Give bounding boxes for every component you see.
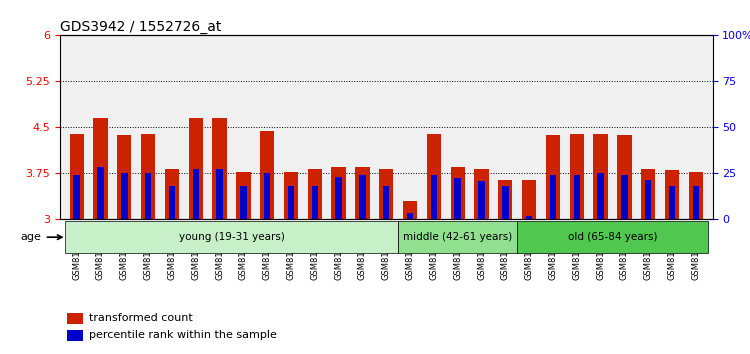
Bar (669, 186, 675, 219)
Bar (67, 330, 82, 341)
Bar (193, 169, 199, 219)
Bar (550, 175, 556, 219)
Bar (332, 167, 346, 219)
Bar (308, 169, 322, 219)
Bar (284, 172, 298, 219)
Bar (145, 173, 152, 219)
Text: young (19-31 years): young (19-31 years) (178, 232, 284, 242)
Bar (664, 170, 680, 219)
Bar (621, 175, 628, 219)
Bar (546, 135, 560, 219)
Bar (403, 201, 417, 219)
Text: GDS3942 / 1552726_at: GDS3942 / 1552726_at (60, 21, 221, 34)
Bar (216, 169, 223, 219)
Bar (117, 135, 131, 219)
Text: transformed count: transformed count (89, 313, 193, 324)
Text: age: age (21, 232, 62, 242)
Bar (288, 186, 294, 219)
Bar (502, 186, 509, 219)
FancyBboxPatch shape (518, 221, 708, 253)
Bar (478, 182, 484, 219)
Bar (188, 118, 203, 219)
Bar (617, 135, 632, 219)
Bar (406, 213, 413, 219)
FancyBboxPatch shape (64, 221, 398, 253)
Bar (645, 179, 652, 219)
Bar (169, 186, 176, 219)
Bar (454, 178, 461, 219)
Bar (593, 133, 608, 219)
Bar (311, 186, 318, 219)
Bar (597, 173, 604, 219)
Bar (165, 169, 179, 219)
Bar (212, 118, 226, 219)
Bar (70, 133, 84, 219)
Bar (451, 167, 465, 219)
Bar (260, 131, 274, 219)
Bar (526, 216, 532, 219)
Bar (93, 118, 108, 219)
Bar (141, 133, 155, 219)
Bar (688, 172, 703, 219)
Bar (98, 167, 104, 219)
Bar (67, 313, 82, 324)
Bar (569, 133, 584, 219)
Bar (427, 133, 441, 219)
Bar (74, 175, 80, 219)
Bar (383, 186, 389, 219)
Bar (522, 179, 536, 219)
Bar (335, 177, 342, 219)
Bar (430, 175, 437, 219)
Bar (236, 172, 250, 219)
Bar (240, 186, 247, 219)
Bar (121, 173, 128, 219)
Bar (356, 167, 370, 219)
Text: middle (42-61 years): middle (42-61 years) (403, 232, 512, 242)
Bar (474, 169, 489, 219)
Bar (264, 173, 271, 219)
Bar (359, 175, 366, 219)
Bar (692, 186, 699, 219)
Bar (641, 169, 656, 219)
Bar (574, 175, 580, 219)
Text: percentile rank within the sample: percentile rank within the sample (89, 330, 278, 340)
Bar (498, 179, 512, 219)
FancyBboxPatch shape (398, 221, 518, 253)
Text: old (65-84 years): old (65-84 years) (568, 232, 657, 242)
Bar (379, 169, 394, 219)
